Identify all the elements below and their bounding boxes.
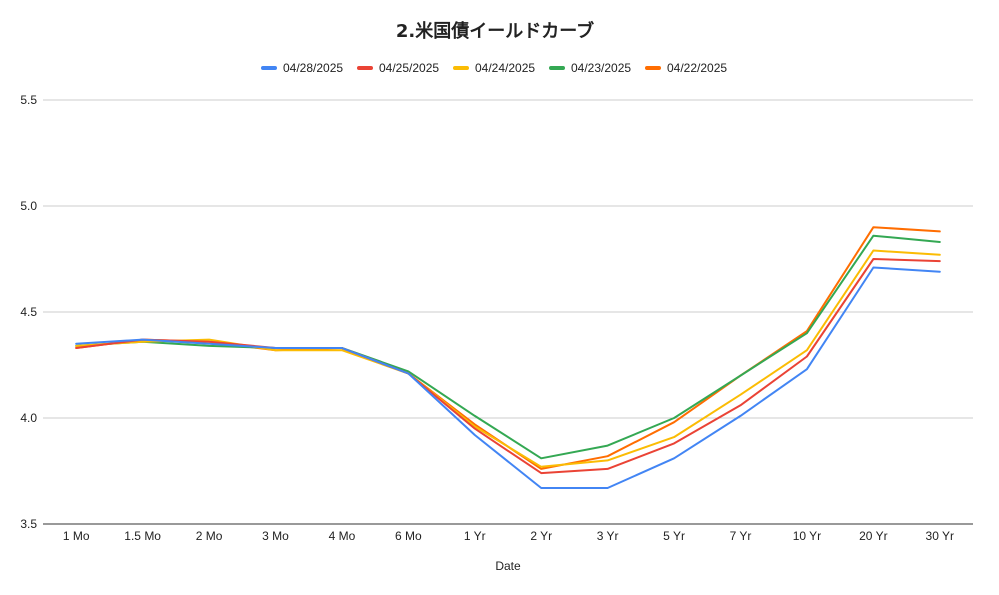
x-tick-label: 5 Yr [663, 529, 685, 543]
x-tick-label: 1 Mo [63, 529, 90, 543]
legend-label: 04/24/2025 [475, 61, 535, 75]
legend-label: 04/22/2025 [667, 61, 727, 75]
legend: 04/28/2025 04/25/2025 04/24/2025 04/23/2025… [261, 61, 727, 75]
chart-title: 2.米国債イールドカーブ [396, 20, 594, 42]
x-axis-label: Date [495, 559, 521, 573]
x-tick-label: 1.5 Mo [124, 529, 161, 543]
y-axis-ticks: 3.5 4.0 4.5 5.0 5.5 [20, 93, 37, 531]
x-tick-label: 20 Yr [859, 529, 887, 543]
x-tick-label: 1 Yr [464, 529, 486, 543]
series-line-04-28-2025 [75, 266, 941, 489]
series-line-04-25-2025 [75, 258, 941, 475]
legend-label: 04/28/2025 [283, 61, 343, 75]
y-tick-label: 4.5 [20, 305, 37, 319]
x-tick-label: 3 Mo [262, 529, 289, 543]
legend-item: 04/22/2025 [645, 61, 727, 75]
x-axis-ticks: 1 Mo 1.5 Mo 2 Mo 3 Mo 4 Mo 6 Mo 1 Yr 2 Yr 3 Yr 5 … [63, 529, 954, 543]
x-tick-label: 4 Mo [329, 529, 356, 543]
x-tick-label: 30 Yr [926, 529, 954, 543]
legend-item: 04/25/2025 [357, 61, 439, 75]
x-tick-label: 7 Yr [730, 529, 752, 543]
x-tick-label: 2 Mo [196, 529, 223, 543]
x-tick-label: 6 Mo [395, 529, 422, 543]
y-tick-label: 4.0 [20, 411, 37, 425]
x-tick-label: 10 Yr [793, 529, 821, 543]
gridlines [43, 99, 973, 525]
legend-label: 04/23/2025 [571, 61, 631, 75]
series-lines [75, 226, 941, 489]
x-tick-label: 2 Yr [530, 529, 552, 543]
x-tick-label: 3 Yr [597, 529, 619, 543]
legend-label: 04/25/2025 [379, 61, 439, 75]
y-tick-label: 3.5 [20, 517, 37, 531]
series-line-04-24-2025 [75, 249, 941, 468]
series-line-04-23-2025 [75, 234, 941, 460]
series-line-04-22-2025 [75, 226, 941, 470]
legend-item: 04/24/2025 [453, 61, 535, 75]
y-tick-label: 5.5 [20, 93, 37, 107]
y-tick-label: 5.0 [20, 199, 37, 213]
legend-item: 04/23/2025 [549, 61, 631, 75]
legend-item: 04/28/2025 [261, 61, 343, 75]
